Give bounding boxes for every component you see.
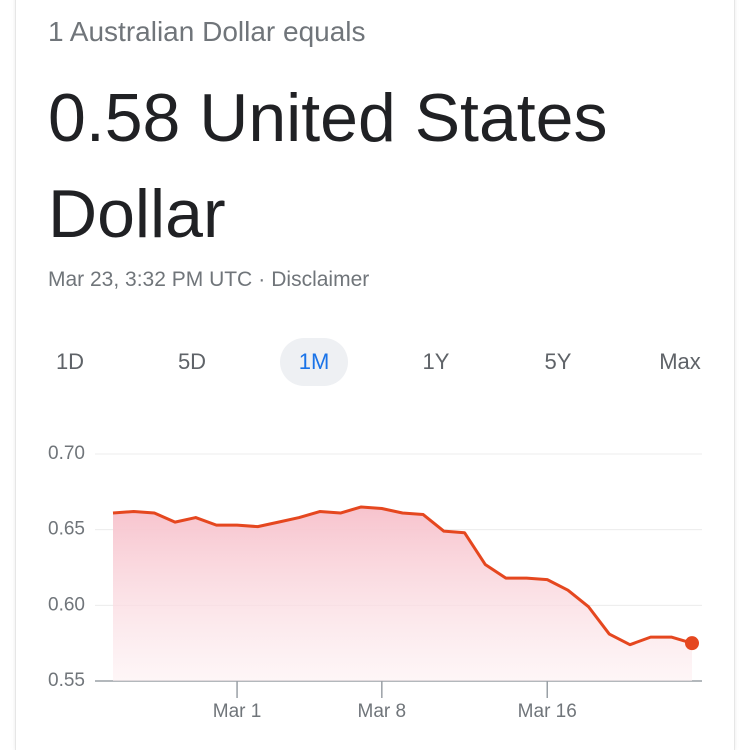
- result: 0.58 United States Dollar: [48, 80, 608, 252]
- subtitle: 1 Australian Dollar equals: [48, 16, 366, 47]
- end-point: [685, 636, 699, 651]
- y-tick-label: 0.55: [48, 670, 85, 691]
- y-tick-label: 0.60: [48, 594, 85, 615]
- x-tick-label: Mar 1: [213, 701, 262, 722]
- page: 0.55 0.60 0.65 0.70 Mar 1 Mar 8 Mar 16 1 Austr…: [15, 0, 735, 750]
- card: [15, 0, 735, 750]
- line: [112, 505, 693, 647]
- disclaimer-link[interactable]: Disclaimer: [271, 268, 370, 291]
- range-tab[interactable]: 1Y: [422, 349, 450, 374]
- range-tab[interactable]: 1M: [280, 338, 348, 386]
- y-tick-label: 0.70: [48, 443, 85, 464]
- meta: Mar 23, 3:32 PM UTC · Disclaimer: [48, 268, 375, 292]
- range-tab[interactable]: Max: [659, 349, 701, 374]
- x-tick-label: Mar 8: [358, 701, 407, 722]
- x-tick-label: Mar 16: [518, 701, 577, 722]
- separator: ·: [258, 268, 266, 291]
- updated: Mar 23, 3:32 PM UTC: [48, 268, 253, 291]
- range-tab[interactable]: 5D: [177, 349, 207, 374]
- range-tab[interactable]: 5Y: [544, 349, 572, 374]
- range-tab[interactable]: 1D: [55, 349, 85, 374]
- range-tabs: 1D 5D 1M 1Y 5Y Max: [36, 338, 714, 386]
- chart: 0.55 0.60 0.65 0.70 Mar 1 Mar 8 Mar 16: [48, 443, 702, 722]
- y-tick-label: 0.65: [48, 519, 85, 540]
- area: [113, 506, 692, 681]
